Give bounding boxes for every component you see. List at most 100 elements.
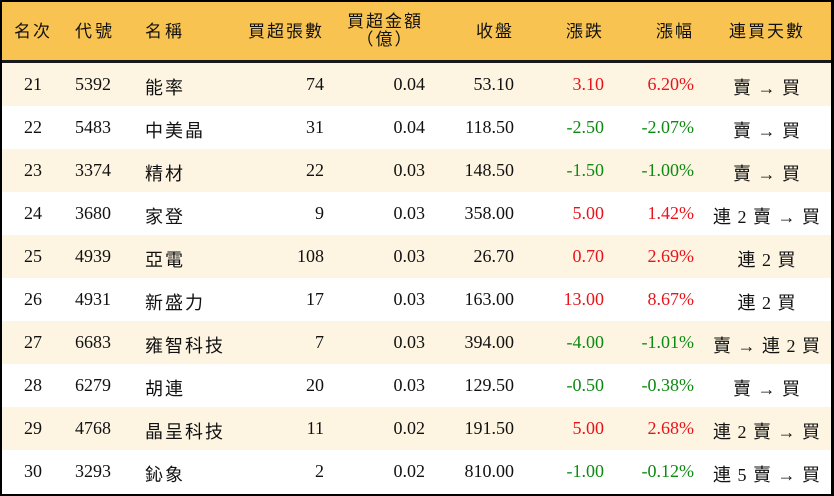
cell-amount: 0.04 — [393, 74, 426, 94]
cell-lots: 20 — [306, 375, 324, 395]
header-name: 名稱 — [145, 22, 185, 41]
header-net-buy-amount-line2: （億） — [356, 30, 414, 49]
cell-name: 晶呈科技 — [145, 422, 225, 442]
cell-close: 129.50 — [464, 375, 515, 395]
cell-lots: 7 — [315, 332, 324, 352]
cell-code: 4931 — [75, 289, 111, 309]
cell-consecutive-days: 連 2 買 — [737, 250, 797, 270]
cell-close: 53.10 — [473, 74, 515, 94]
table-row: 21 5392 能率 74 0.04 53.10 3.10 6.20% 賣 → … — [2, 63, 831, 106]
header-net-buy-amount: 買超金額 （億） — [340, 13, 430, 49]
cell-code: 4768 — [75, 418, 111, 438]
cell-consecutive-days: 連 2 賣 → 買 — [713, 422, 821, 442]
cell-change-pct: 6.20% — [647, 74, 695, 94]
cell-change: 5.00 — [572, 203, 605, 223]
cell-consecutive-days: 連 2 買 — [737, 293, 797, 313]
cell-change-pct: 2.68% — [647, 418, 695, 438]
table-row: 24 3680 家登 9 0.03 358.00 5.00 1.42% 連 2 … — [2, 192, 831, 235]
header-change: 漲跌 — [566, 22, 604, 41]
table-row: 27 6683 雍智科技 7 0.03 394.00 -4.00 -1.01% … — [2, 321, 831, 364]
cell-change: -0.50 — [566, 375, 605, 395]
cell-name: 中美晶 — [145, 121, 205, 141]
cell-name: 能率 — [145, 78, 185, 98]
cell-change: 5.00 — [572, 418, 605, 438]
cell-close: 358.00 — [464, 203, 515, 223]
cell-code: 6279 — [75, 375, 111, 395]
cell-lots: 108 — [297, 246, 324, 266]
cell-lots: 31 — [306, 117, 324, 137]
cell-consecutive-days: 賣 → 連 2 買 — [713, 336, 821, 356]
cell-rank: 28 — [24, 375, 42, 395]
cell-lots: 9 — [315, 203, 324, 223]
table-row: 29 4768 晶呈科技 11 0.02 191.50 5.00 2.68% 連… — [2, 407, 831, 450]
cell-lots: 2 — [315, 461, 324, 481]
cell-rank: 22 — [24, 117, 42, 137]
cell-name: 精材 — [145, 164, 185, 184]
cell-consecutive-days: 賣 → 買 — [733, 78, 801, 98]
cell-name: 雍智科技 — [145, 336, 225, 356]
cell-lots: 11 — [306, 418, 324, 438]
table-row: 23 3374 精材 22 0.03 148.50 -1.50 -1.00% 賣… — [2, 149, 831, 192]
cell-change: -4.00 — [566, 332, 605, 352]
cell-close: 118.50 — [465, 117, 514, 137]
cell-change-pct: 8.67% — [647, 289, 695, 309]
cell-rank: 29 — [24, 418, 42, 438]
cell-name: 亞電 — [145, 250, 185, 270]
cell-amount: 0.02 — [393, 461, 426, 481]
cell-change-pct: -1.00% — [641, 160, 695, 180]
header-net-buy-lots: 買超張數 — [248, 22, 324, 41]
cell-amount: 0.03 — [393, 332, 426, 352]
cell-change-pct: 1.42% — [647, 203, 695, 223]
cell-consecutive-days: 賣 → 買 — [733, 379, 801, 399]
cell-change-pct: -1.01% — [641, 332, 695, 352]
table-header: 名次 代號 名稱 買超張數 買超金額 （億） 收盤 漲跌 漲幅 連買天數 — [2, 2, 831, 63]
cell-consecutive-days: 連 2 賣 → 買 — [713, 207, 821, 227]
header-code: 代號 — [75, 22, 115, 41]
cell-change: 3.10 — [572, 74, 605, 94]
header-net-buy-amount-line1: 買超金額 — [347, 12, 423, 31]
cell-rank: 24 — [24, 203, 42, 223]
header-close: 收盤 — [476, 22, 514, 41]
table-row: 26 4931 新盛力 17 0.03 163.00 13.00 8.67% 連… — [2, 278, 831, 321]
cell-consecutive-days: 連 5 賣 → 買 — [713, 465, 821, 485]
cell-rank: 27 — [24, 332, 42, 352]
cell-close: 810.00 — [464, 461, 515, 481]
cell-rank: 23 — [24, 160, 42, 180]
header-rank: 名次 — [14, 22, 52, 41]
cell-code: 3293 — [75, 461, 111, 481]
cell-consecutive-days: 賣 → 買 — [733, 164, 801, 184]
cell-change-pct: -0.12% — [641, 461, 695, 481]
cell-code: 3374 — [75, 160, 111, 180]
cell-close: 191.50 — [464, 418, 515, 438]
cell-amount: 0.04 — [393, 117, 426, 137]
cell-change-pct: -0.38% — [641, 375, 695, 395]
cell-amount: 0.03 — [393, 246, 426, 266]
cell-code: 4939 — [75, 246, 111, 266]
cell-close: 394.00 — [464, 332, 515, 352]
cell-amount: 0.02 — [393, 418, 426, 438]
cell-change-pct: -2.07% — [641, 117, 695, 137]
table-row: 28 6279 胡連 20 0.03 129.50 -0.50 -0.38% 賣… — [2, 364, 831, 407]
cell-change: -1.00 — [566, 461, 605, 481]
cell-rank: 25 — [24, 246, 42, 266]
cell-name: 新盛力 — [145, 293, 205, 313]
cell-code: 3680 — [75, 203, 111, 223]
cell-close: 163.00 — [464, 289, 515, 309]
table-row: 22 5483 中美晶 31 0.04 118.50 -2.50 -2.07% … — [2, 106, 831, 149]
cell-code: 5392 — [75, 74, 111, 94]
cell-amount: 0.03 — [393, 375, 426, 395]
cell-name: 家登 — [145, 207, 185, 227]
cell-name: 胡連 — [145, 379, 185, 399]
table-row: 30 3293 鈊象 2 0.02 810.00 -1.00 -0.12% 連 … — [2, 450, 831, 493]
cell-consecutive-days: 賣 → 買 — [733, 121, 801, 141]
cell-amount: 0.03 — [393, 160, 426, 180]
cell-code: 6683 — [75, 332, 111, 352]
cell-close: 26.70 — [473, 246, 515, 266]
cell-lots: 17 — [306, 289, 324, 309]
cell-code: 5483 — [75, 117, 111, 137]
cell-lots: 74 — [306, 74, 324, 94]
cell-rank: 21 — [24, 74, 42, 94]
header-consecutive-days: 連買天數 — [729, 22, 805, 41]
cell-change: 0.70 — [572, 246, 605, 266]
